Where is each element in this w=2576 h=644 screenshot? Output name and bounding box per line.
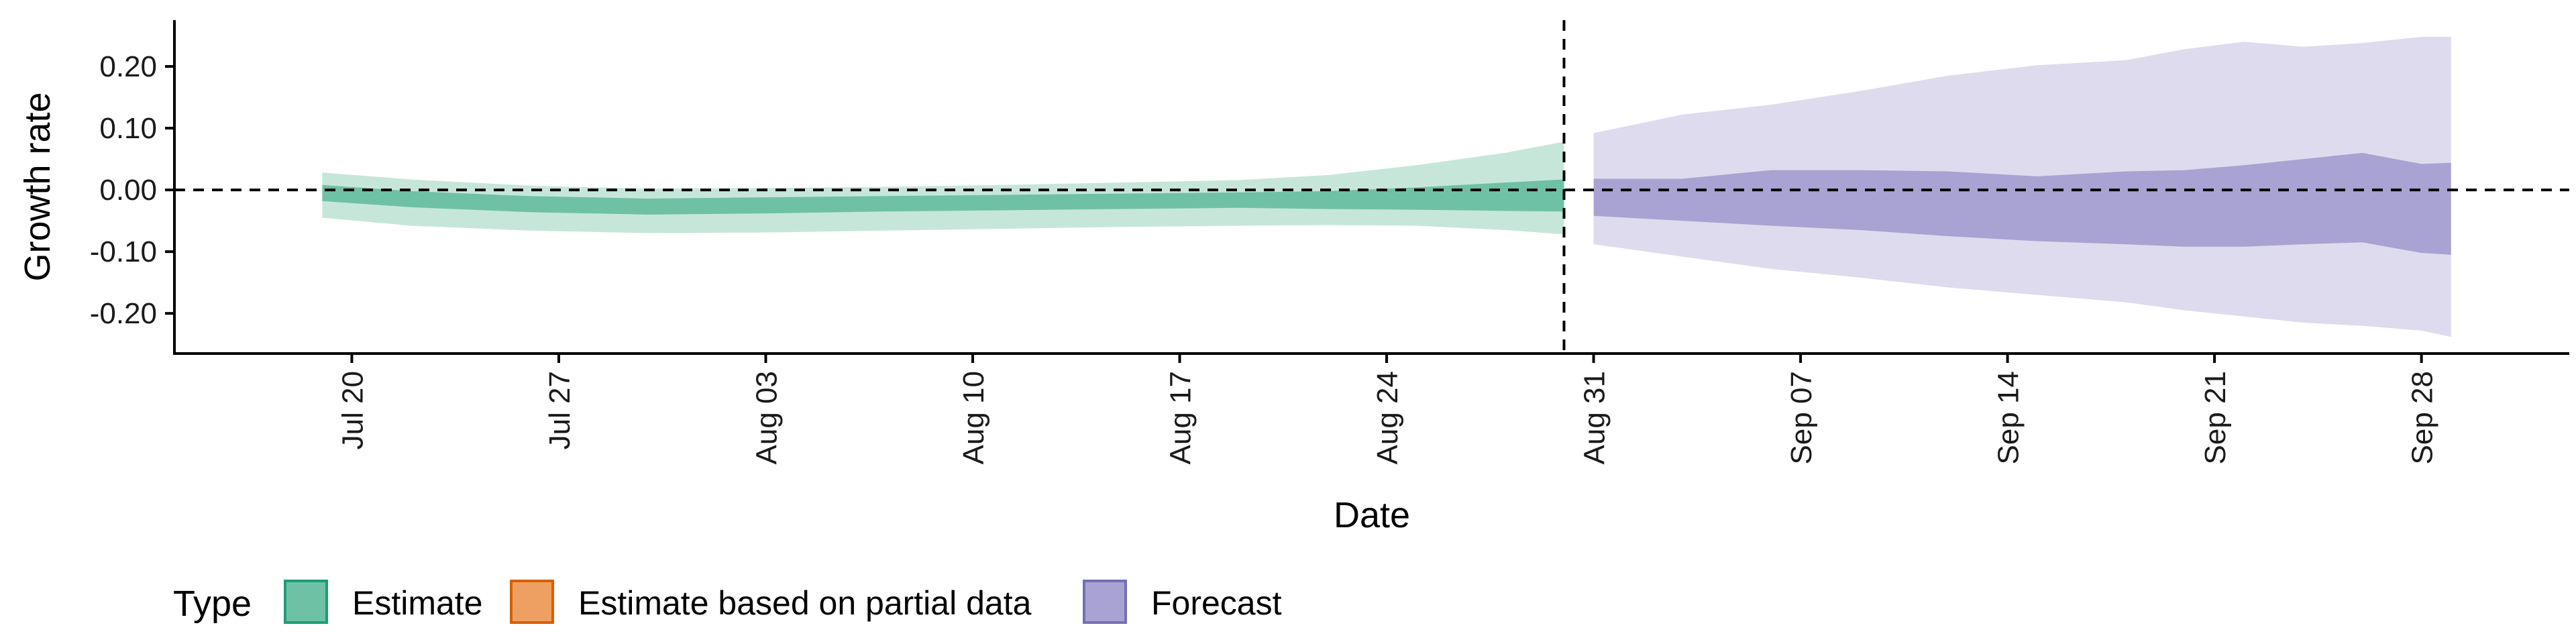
y-tick-label: -0.10 bbox=[90, 235, 157, 268]
legend-key-forecast bbox=[1083, 580, 1127, 624]
legend-key-estimate-based-on-partial-data bbox=[510, 580, 554, 624]
x-tick-label: Sep 28 bbox=[2406, 371, 2439, 464]
x-tick-label: Sep 21 bbox=[2199, 371, 2232, 464]
x-tick-label: Aug 24 bbox=[1371, 371, 1404, 464]
x-tick-label: Sep 07 bbox=[1785, 371, 1818, 464]
y-tick-label: 0.00 bbox=[99, 174, 157, 207]
y-axis-title: Growth rate bbox=[17, 92, 58, 281]
x-tick-label: Aug 03 bbox=[750, 371, 783, 464]
series-estimate bbox=[322, 142, 1564, 235]
series-forecast bbox=[1593, 36, 2451, 337]
x-tick-label: Sep 14 bbox=[1992, 371, 2025, 464]
y-axis-ticks: 0.20 0.10 0.00 -0.10 -0.20 bbox=[90, 50, 174, 330]
y-tick-label: 0.10 bbox=[99, 112, 157, 145]
x-tick-label: Jul 20 bbox=[336, 371, 369, 449]
y-tick-label: 0.20 bbox=[99, 50, 157, 83]
legend-key-estimate bbox=[284, 580, 328, 624]
x-tick-label: Aug 31 bbox=[1578, 371, 1611, 464]
x-tick-label: Aug 10 bbox=[957, 371, 990, 464]
legend: Type Estimate Estimate based on partial d… bbox=[173, 580, 1282, 624]
reference-lines bbox=[174, 20, 2569, 354]
legend-item-forecast: Forecast bbox=[1083, 580, 1282, 624]
x-tick-label: Jul 27 bbox=[543, 371, 576, 449]
legend-label-estimate-based-on-partial-data: Estimate based on partial data bbox=[578, 584, 1032, 622]
y-tick-label: -0.20 bbox=[90, 297, 157, 330]
estimate-inner-band bbox=[322, 179, 1564, 215]
x-tick-label: Aug 17 bbox=[1165, 371, 1197, 464]
legend-label-estimate: Estimate bbox=[352, 584, 483, 622]
legend-item-estimate-based-on-partial-data: Estimate based on partial data bbox=[510, 580, 1032, 624]
x-axis-ticks: Jul 20 Jul 27 Aug 03 Aug 10 Aug 17 Aug 24 Aug … bbox=[336, 354, 2439, 464]
legend-label-forecast: Forecast bbox=[1151, 584, 1282, 622]
forecast-inner-band bbox=[1593, 152, 2451, 255]
x-axis-title: Date bbox=[1334, 495, 1410, 535]
axes: 0.20 0.10 0.00 -0.10 -0.20 Jul 20 Jul 27 Aug 0… bbox=[17, 20, 2569, 535]
legend-title: Type bbox=[173, 584, 252, 624]
estimate-outer-band bbox=[322, 142, 1564, 235]
legend-item-estimate: Estimate bbox=[284, 580, 483, 624]
uncertainty-bands bbox=[322, 36, 2451, 337]
